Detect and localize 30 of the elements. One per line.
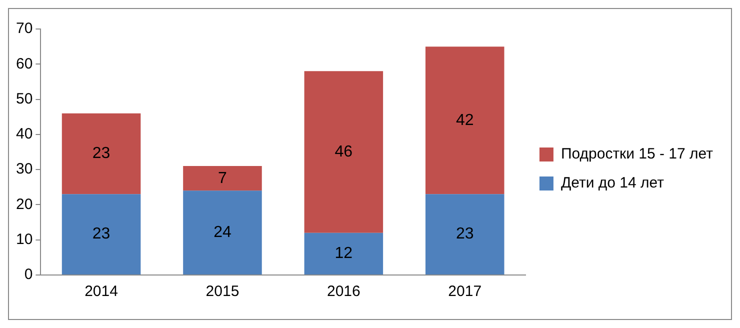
bar bbox=[425, 46, 504, 194]
y-tick-label: 30 bbox=[16, 160, 33, 178]
y-tick-label: 60 bbox=[16, 55, 33, 72]
bar bbox=[62, 113, 141, 194]
y-tick-label: 70 bbox=[16, 20, 33, 38]
x-tick-label: 2016 bbox=[326, 283, 360, 300]
bar bbox=[183, 190, 262, 274]
legend-label: Дети до 14 лет bbox=[560, 174, 664, 192]
data-label: 12 bbox=[334, 245, 353, 262]
y-tick-label: 50 bbox=[16, 90, 33, 108]
bar bbox=[425, 194, 504, 274]
data-label: 46 bbox=[334, 143, 353, 160]
y-tick-label: 40 bbox=[16, 126, 33, 143]
data-label: 7 bbox=[218, 170, 228, 187]
bar bbox=[62, 194, 141, 274]
data-label: 42 bbox=[456, 112, 474, 129]
x-tick-label: 2014 bbox=[84, 283, 118, 300]
y-tick-label: 10 bbox=[16, 231, 33, 248]
bar bbox=[304, 71, 384, 233]
x-tick-label: 2015 bbox=[206, 283, 240, 300]
data-label: 23 bbox=[456, 226, 474, 243]
legend-label: Подростки 15 - 17 лет bbox=[560, 146, 714, 163]
bar bbox=[183, 166, 262, 191]
data-label: 23 bbox=[92, 226, 110, 243]
x-tick-label: 2017 bbox=[448, 283, 482, 300]
y-tick-label: 0 bbox=[24, 266, 33, 284]
bar bbox=[304, 232, 384, 274]
data-label: 24 bbox=[214, 224, 232, 241]
y-tick-label: 20 bbox=[16, 196, 33, 213]
data-label: 23 bbox=[92, 145, 110, 162]
